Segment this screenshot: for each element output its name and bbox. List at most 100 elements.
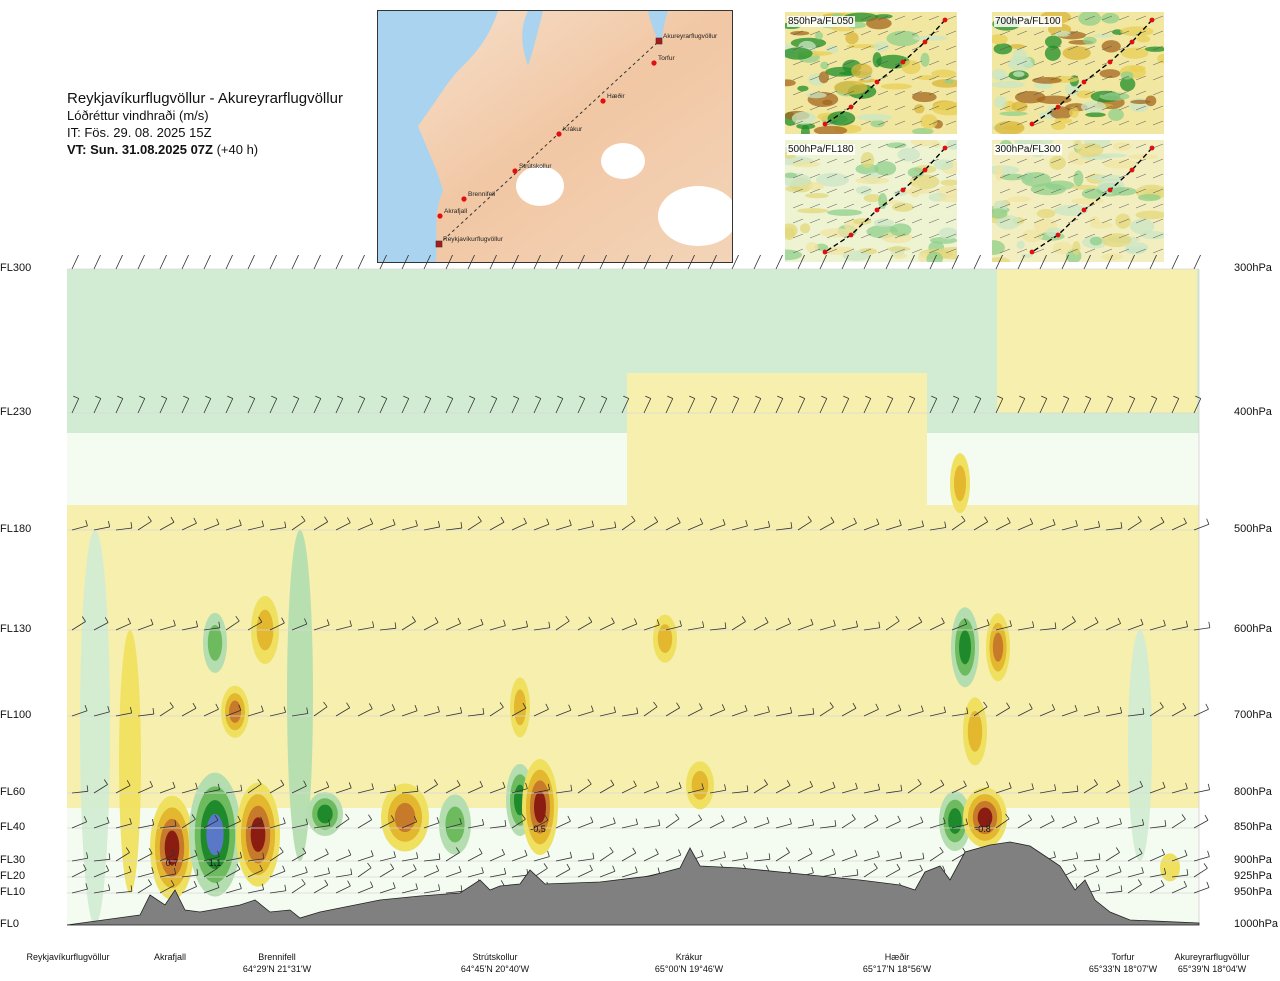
thumb-barb	[843, 45, 855, 51]
thumb-blob	[1089, 221, 1113, 229]
wind-barb	[643, 819, 661, 829]
wind-barb	[555, 519, 572, 531]
wind-barb	[71, 852, 89, 862]
thumb-barb	[1101, 120, 1113, 126]
wind-barb	[291, 255, 299, 270]
thumb-blob	[1054, 30, 1071, 37]
wind-barb	[225, 704, 242, 717]
thumb-barb	[1016, 75, 1028, 81]
thumb-barb	[894, 203, 906, 209]
wind-barb	[137, 395, 146, 414]
wind-barb	[71, 255, 79, 270]
thumb-blob	[937, 195, 957, 203]
thumb-blob	[1036, 208, 1056, 219]
wind-barb	[1105, 395, 1114, 414]
thumb-waypoint	[942, 17, 948, 23]
thumb-barb	[1152, 90, 1164, 96]
wind-barb	[775, 707, 793, 717]
location-name: Reykjavíkurflugvöllur	[26, 952, 110, 962]
thumb-500[interactable]: 500hPa/FL180	[785, 140, 957, 262]
thumb-barb	[809, 45, 821, 51]
thumb-waypoint	[1149, 17, 1155, 23]
thumb-barb	[809, 158, 821, 164]
thumb-barb	[1050, 90, 1062, 96]
thumb-barb	[809, 218, 821, 224]
thumb-blob	[863, 194, 882, 203]
thumb-barb	[999, 120, 1011, 126]
wind-barb	[181, 255, 189, 270]
thumb-barb	[945, 218, 957, 224]
thumb-barb	[1152, 233, 1164, 239]
thumb-blob	[1008, 196, 1031, 203]
field-plume	[119, 630, 141, 893]
thumb-barb	[1152, 105, 1164, 111]
thumb-blob	[1101, 12, 1120, 24]
thumb-barb	[1084, 60, 1096, 66]
wind-barb	[555, 851, 573, 862]
wind-barb	[71, 883, 88, 894]
thumb-waypoint	[1081, 207, 1087, 213]
wind-barb	[841, 869, 859, 878]
thumb-blob	[886, 142, 907, 149]
wind-barb	[489, 848, 505, 862]
wind-barb	[379, 704, 396, 717]
thumb-700[interactable]: 700hPa/FL100	[992, 12, 1164, 134]
thumb-barb	[999, 75, 1011, 81]
thumb-barb	[999, 90, 1011, 96]
thumb-barb	[826, 203, 838, 209]
wind-barb	[1171, 517, 1187, 531]
thumb-waypoint	[1107, 187, 1113, 193]
wind-barb	[797, 618, 814, 631]
wind-barb	[1127, 866, 1144, 878]
thumb-barb	[945, 30, 957, 36]
thumb-barb	[826, 60, 838, 66]
wind-barb	[907, 705, 924, 717]
wind-barb	[775, 817, 792, 829]
thumb-barb	[1016, 158, 1028, 164]
wind-barb	[863, 863, 878, 878]
wind-barb	[137, 618, 154, 631]
thumb-barb	[1033, 90, 1045, 96]
wind-barb	[445, 817, 462, 829]
glacier-langjokull	[516, 166, 564, 206]
wind-barb	[313, 701, 328, 717]
wind-barb	[115, 817, 132, 829]
wind-barb	[621, 818, 638, 829]
fl-tick-label: FL60	[0, 786, 26, 798]
wind-barb	[973, 255, 981, 270]
wind-barb	[1039, 784, 1057, 794]
thumb-blob	[1014, 90, 1046, 104]
wind-barb	[225, 851, 243, 862]
wind-barb	[797, 780, 813, 794]
thumb-barb	[1016, 173, 1028, 179]
wind-barb	[115, 866, 132, 878]
thumb-barb	[1067, 60, 1079, 66]
wind-barb	[137, 516, 152, 531]
thumb-barb	[1067, 203, 1079, 209]
thumb-barb	[1050, 173, 1062, 179]
waypoint-marker	[655, 37, 663, 45]
thumb-blob	[1021, 253, 1033, 258]
wind-barb	[555, 704, 572, 717]
wind-barb	[665, 517, 681, 531]
wind-barb	[885, 615, 900, 631]
wind-barb	[357, 850, 374, 862]
thumb-blob	[994, 165, 1004, 181]
wind-barb	[291, 395, 300, 414]
thumb-barb	[826, 173, 838, 179]
thumb-waypoint	[1029, 249, 1035, 255]
thumb-barb	[860, 60, 872, 66]
thumb-850[interactable]: 850hPa/FL050	[785, 12, 957, 134]
thumb-300[interactable]: 300hPa/FL300	[992, 140, 1164, 262]
wind-barb	[401, 883, 418, 894]
wind-barb	[1105, 885, 1123, 894]
thumb-blob	[1030, 183, 1067, 196]
wind-barb	[247, 852, 265, 862]
wind-barb	[511, 255, 519, 270]
thumb-barb	[1016, 120, 1028, 126]
thumb-barb	[1152, 158, 1164, 164]
wind-barb	[775, 522, 793, 531]
thumb-barb	[860, 248, 872, 254]
fl-tick-label: FL20	[0, 870, 26, 882]
wind-barb	[599, 779, 615, 794]
